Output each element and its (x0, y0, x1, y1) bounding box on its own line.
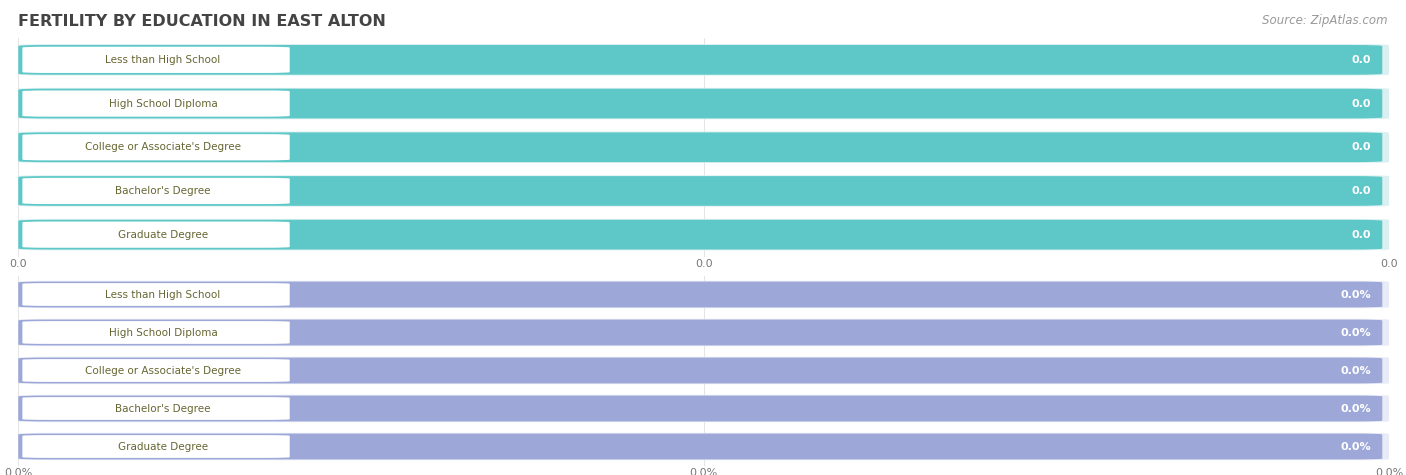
FancyBboxPatch shape (18, 358, 1382, 383)
FancyBboxPatch shape (22, 359, 290, 382)
Text: 0.0: 0.0 (1351, 186, 1371, 196)
Text: 0.0: 0.0 (1351, 98, 1371, 109)
FancyBboxPatch shape (22, 90, 290, 117)
Text: 0.0: 0.0 (1351, 55, 1371, 65)
FancyBboxPatch shape (18, 396, 1382, 421)
FancyBboxPatch shape (22, 221, 290, 248)
FancyBboxPatch shape (18, 433, 1389, 460)
Text: High School Diploma: High School Diploma (108, 98, 218, 109)
FancyBboxPatch shape (18, 88, 1389, 119)
Text: Source: ZipAtlas.com: Source: ZipAtlas.com (1263, 14, 1388, 27)
Text: College or Associate's Degree: College or Associate's Degree (84, 365, 240, 376)
FancyBboxPatch shape (18, 319, 1389, 346)
Text: Graduate Degree: Graduate Degree (118, 229, 208, 240)
Text: 0.0%: 0.0% (1341, 327, 1371, 338)
Text: 0.0%: 0.0% (1341, 365, 1371, 376)
FancyBboxPatch shape (18, 282, 1382, 307)
Text: Graduate Degree: Graduate Degree (118, 441, 208, 452)
FancyBboxPatch shape (22, 321, 290, 344)
Text: College or Associate's Degree: College or Associate's Degree (84, 142, 240, 152)
FancyBboxPatch shape (22, 283, 290, 306)
Text: Less than High School: Less than High School (105, 55, 221, 65)
FancyBboxPatch shape (22, 178, 290, 204)
Text: High School Diploma: High School Diploma (108, 327, 218, 338)
Text: Bachelor's Degree: Bachelor's Degree (115, 403, 211, 414)
FancyBboxPatch shape (18, 357, 1389, 384)
Text: 0.0%: 0.0% (1341, 403, 1371, 414)
FancyBboxPatch shape (18, 219, 1389, 250)
FancyBboxPatch shape (18, 132, 1389, 163)
FancyBboxPatch shape (18, 320, 1382, 345)
FancyBboxPatch shape (22, 435, 290, 458)
FancyBboxPatch shape (18, 175, 1389, 207)
Text: 0.0%: 0.0% (1341, 289, 1371, 300)
FancyBboxPatch shape (18, 133, 1382, 162)
Text: Less than High School: Less than High School (105, 289, 221, 300)
FancyBboxPatch shape (18, 281, 1389, 308)
FancyBboxPatch shape (22, 47, 290, 73)
FancyBboxPatch shape (18, 89, 1382, 118)
FancyBboxPatch shape (22, 134, 290, 161)
Text: 0.0: 0.0 (1351, 142, 1371, 152)
FancyBboxPatch shape (18, 395, 1389, 422)
FancyBboxPatch shape (18, 44, 1389, 76)
Text: 0.0: 0.0 (1351, 229, 1371, 240)
Text: FERTILITY BY EDUCATION IN EAST ALTON: FERTILITY BY EDUCATION IN EAST ALTON (18, 14, 387, 29)
FancyBboxPatch shape (22, 397, 290, 420)
Text: 0.0%: 0.0% (1341, 441, 1371, 452)
FancyBboxPatch shape (18, 176, 1382, 206)
FancyBboxPatch shape (18, 220, 1382, 249)
FancyBboxPatch shape (18, 45, 1382, 75)
Text: Bachelor's Degree: Bachelor's Degree (115, 186, 211, 196)
FancyBboxPatch shape (18, 434, 1382, 459)
